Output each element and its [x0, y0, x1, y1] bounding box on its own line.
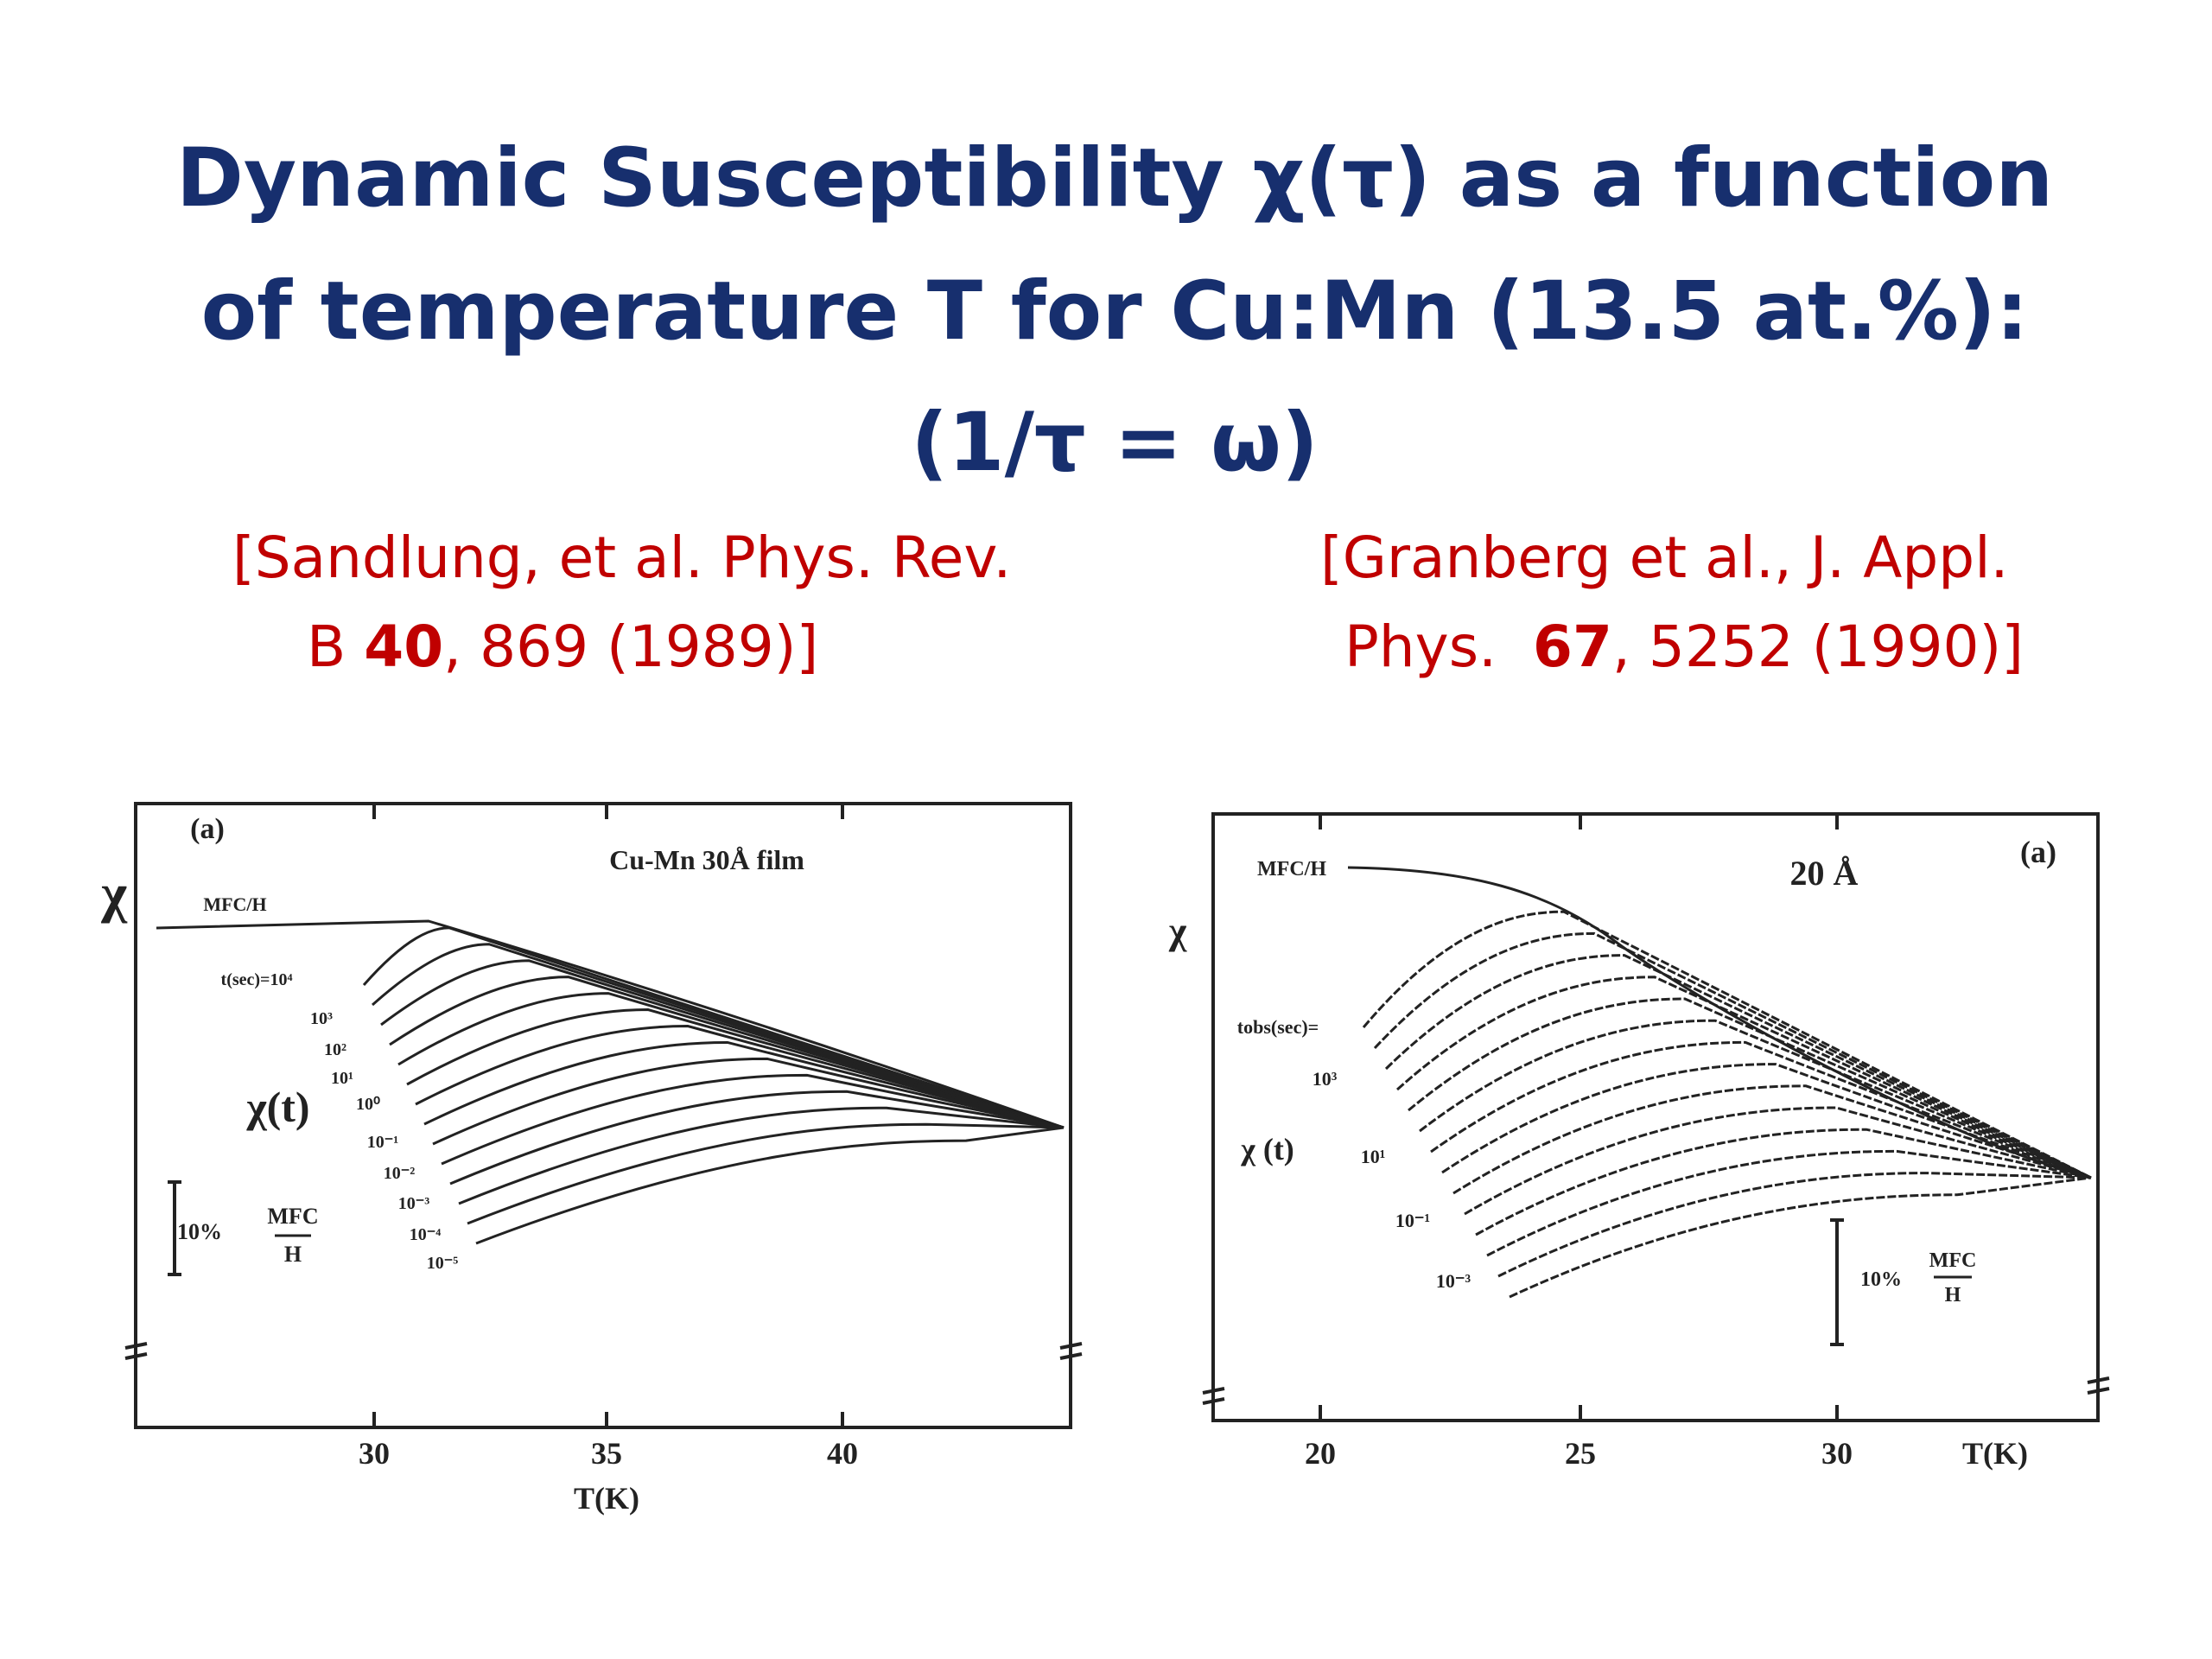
envelope-curve	[1347, 866, 2092, 1179]
x-tick-label: 25	[1565, 1436, 1596, 1471]
scale-bar-label: MFC	[267, 1204, 318, 1229]
x-tick-label: 35	[591, 1436, 622, 1471]
text: , 869 (1989)]	[443, 613, 818, 680]
curve	[415, 1024, 1065, 1129]
panel-label: (a)	[2020, 835, 2056, 869]
time-label: 10⁻¹	[1395, 1210, 1430, 1231]
curve	[1408, 997, 2092, 1179]
frame	[1211, 812, 2100, 1422]
frame	[134, 802, 1072, 1429]
time-label: t(sec)=10⁴	[221, 970, 293, 989]
curve	[449, 1090, 1065, 1185]
x-tick-label: 20	[1305, 1436, 1336, 1471]
panel-label: (a)	[190, 813, 225, 845]
curve	[441, 1073, 1065, 1166]
time-label: tobs(sec)=	[1237, 1016, 1319, 1038]
curve	[467, 1122, 1065, 1225]
curve	[389, 976, 1065, 1129]
text: , 5252 (1990)]	[1612, 613, 2024, 680]
title: Dynamic Susceptibility χ(τ) as a functio…	[176, 131, 2053, 490]
volume: 67	[1533, 613, 1612, 680]
curve	[432, 1057, 1065, 1146]
curve	[1441, 1063, 2092, 1179]
curve	[1509, 1176, 2092, 1299]
time-label: 10³	[1313, 1068, 1338, 1090]
scale-bar-label: H	[284, 1242, 302, 1267]
reference-line: [Granberg et al., J. Appl.	[1320, 524, 2009, 591]
figure: 20 25 30 T(K) (a) 20 Å χ MFC/H χ (t) 10%…	[1168, 812, 2110, 1471]
x-axis-label: T(K)	[1962, 1436, 2028, 1471]
curve	[1430, 1040, 2092, 1179]
curve	[458, 1106, 1065, 1205]
title-line: Dynamic Susceptibility χ(τ) as a functio…	[176, 131, 2053, 226]
time-label: 10⁻²	[384, 1164, 416, 1183]
scale-bar-label: 10%	[177, 1219, 222, 1244]
curve	[1373, 931, 2092, 1179]
envelope-curve	[156, 919, 1065, 1129]
curve	[475, 1126, 1065, 1245]
x-tick-label: 40	[827, 1436, 858, 1471]
text: B	[307, 613, 364, 680]
time-label: 10⁰	[356, 1095, 380, 1114]
caption: 20 Å	[1790, 854, 1859, 893]
envelope-label: MFC/H	[1257, 858, 1326, 880]
title-line: (1/τ = ω)	[911, 396, 1319, 490]
references: [Sandlung, et al. Phys. Rev. B 40, 869 (…	[232, 524, 2024, 680]
ticks	[124, 804, 1083, 1427]
reference-line: B 40, 869 (1989)]	[307, 613, 818, 680]
curve	[1419, 1019, 2092, 1179]
curve	[423, 1040, 1065, 1129]
curve	[406, 1008, 1065, 1129]
time-label: 10⁻³	[1436, 1270, 1471, 1292]
curve-label: χ(t)	[245, 1083, 309, 1131]
volume: 40	[364, 613, 443, 680]
curve	[380, 959, 1065, 1129]
title-line: of temperature T for Cu:Mn (13.5 at.%):	[201, 264, 2029, 359]
curve	[362, 926, 1065, 1129]
scale-bar-label: 10%	[1860, 1268, 1902, 1291]
scale-bar-label: MFC	[1929, 1249, 1977, 1272]
curve	[1395, 976, 2092, 1179]
time-label: 10⁻³	[398, 1194, 430, 1213]
curve-label: χ (t)	[1240, 1132, 1294, 1166]
x-tick-label: 30	[1821, 1436, 1853, 1471]
curve	[1475, 1128, 2092, 1236]
time-label: 10⁻⁵	[427, 1254, 459, 1273]
curve	[372, 943, 1065, 1129]
curve	[1384, 954, 2092, 1179]
envelope-label: MFC/H	[203, 893, 266, 915]
time-label: 10⁻⁴	[410, 1225, 442, 1244]
time-label: 10⁻¹	[367, 1133, 399, 1152]
curve	[1497, 1172, 2092, 1278]
time-label: 10³	[310, 1009, 333, 1028]
time-label: 10¹	[331, 1069, 353, 1088]
y-axis-label: χ	[1168, 910, 1187, 952]
curve	[1486, 1149, 2092, 1257]
reference-line: Phys. 67, 5252 (1990)]	[1344, 613, 2024, 680]
text: Phys.	[1344, 613, 1533, 680]
x-tick-label: 30	[359, 1436, 390, 1471]
figure: 30 35 40 T(K) (a) Cu-Mn 30Å film χ MFC/H…	[100, 802, 1083, 1516]
time-label: 10²	[324, 1040, 346, 1059]
caption: Cu-Mn 30Å film	[609, 844, 804, 875]
curve	[1464, 1106, 2092, 1216]
scale-bar-label: H	[1945, 1284, 1961, 1306]
ticks	[1202, 814, 2110, 1421]
time-label: 10¹	[1361, 1146, 1386, 1167]
curve	[397, 992, 1065, 1129]
reference-line: [Sandlung, et al. Phys. Rev.	[232, 524, 1011, 591]
curve	[1452, 1084, 2092, 1195]
curve	[1362, 910, 2092, 1179]
y-axis-label: χ	[100, 862, 128, 924]
x-axis-label: T(K)	[574, 1481, 639, 1516]
